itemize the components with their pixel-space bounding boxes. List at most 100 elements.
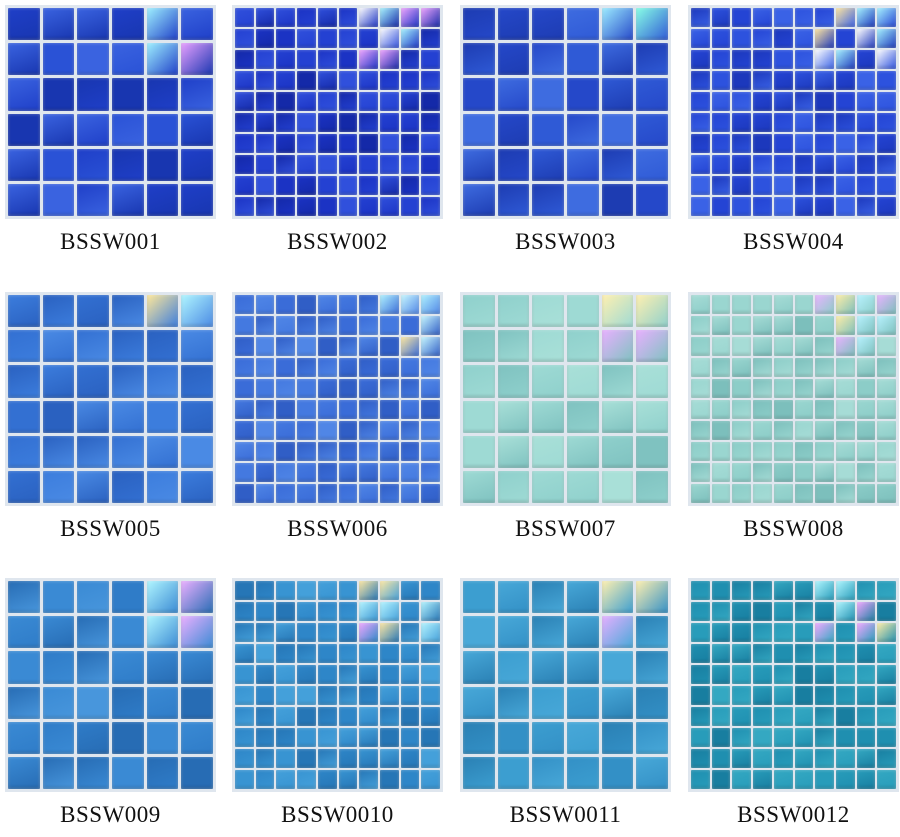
product-card[interactable]: BSSW004 (688, 5, 899, 255)
tile-square (711, 337, 731, 356)
tile-square (379, 728, 399, 747)
product-card[interactable]: BSSW0011 (460, 578, 671, 828)
tile-square (181, 721, 213, 754)
tile-square (691, 686, 710, 705)
tile-square (711, 358, 731, 377)
tile-square (794, 442, 814, 461)
mosaic-tile-image[interactable] (460, 5, 671, 219)
tile-square (400, 770, 420, 789)
mosaic-tile-image[interactable] (5, 578, 216, 792)
tile-square (297, 316, 316, 335)
tile-square (297, 707, 316, 726)
tile-square (636, 113, 668, 146)
tile-square (463, 686, 495, 719)
mosaic-tile-image[interactable] (5, 292, 216, 506)
mosaic-tile-image[interactable] (232, 292, 443, 506)
tile-square (497, 470, 530, 503)
tile-square (773, 623, 793, 642)
tile-square (636, 365, 668, 398)
tile-square (815, 8, 834, 27)
tile-square (773, 602, 793, 621)
tile-square (856, 8, 876, 27)
tile-square (77, 78, 109, 111)
tile-square (255, 155, 275, 174)
tile-square (856, 421, 876, 440)
tile-square (794, 463, 814, 482)
tile-square (691, 749, 710, 768)
tile-square (359, 770, 378, 789)
tile-square (421, 8, 440, 27)
tile-square (877, 29, 896, 48)
tile-square (773, 337, 793, 356)
tile-square (636, 400, 668, 433)
tile-square (77, 686, 109, 719)
tile-square (379, 337, 399, 356)
tile-square (691, 358, 710, 377)
tile-square (359, 686, 378, 705)
tile-square (463, 400, 495, 433)
tile-square (711, 134, 731, 153)
tile-square (711, 686, 731, 705)
tile-square (732, 421, 752, 440)
product-card[interactable]: BSSW007 (460, 292, 671, 542)
tile-square (815, 134, 834, 153)
tile-square (421, 728, 440, 747)
tile-square (235, 665, 254, 684)
tile-square (255, 358, 275, 377)
tile-square (42, 113, 75, 146)
product-card[interactable]: BSSW003 (460, 5, 671, 255)
tile-square (379, 92, 399, 111)
tile-square (636, 8, 668, 41)
tile-square (297, 665, 316, 684)
product-card[interactable]: BSSW001 (5, 5, 216, 255)
tile-square (235, 602, 254, 621)
tile-square (338, 665, 358, 684)
tile-square (691, 8, 710, 27)
tile-square (835, 92, 855, 111)
tile-square (877, 197, 896, 216)
product-card[interactable]: BSSW008 (688, 292, 899, 542)
tile-square (463, 113, 495, 146)
tile-square (379, 749, 399, 768)
product-card[interactable]: BSSW005 (5, 292, 216, 542)
tile-square (421, 113, 440, 132)
product-card[interactable]: BSSW002 (232, 5, 443, 255)
tile-square (856, 71, 876, 90)
tile-square (235, 316, 254, 335)
tile-square (815, 71, 834, 90)
tile-square (636, 686, 668, 719)
tile-square (773, 358, 793, 377)
tile-square (255, 29, 275, 48)
mosaic-tile-image[interactable] (232, 5, 443, 219)
tile-square (566, 295, 599, 328)
product-card[interactable]: BSSW0010 (232, 578, 443, 828)
tile-square (338, 707, 358, 726)
tile-square (297, 155, 316, 174)
tile-square (359, 484, 378, 503)
tile-square (532, 365, 564, 398)
tile-square (815, 155, 834, 174)
tile-square (815, 316, 834, 335)
mosaic-tile-image[interactable] (460, 292, 671, 506)
product-card[interactable]: BSSW0012 (688, 578, 899, 828)
product-card[interactable]: BSSW009 (5, 578, 216, 828)
tile-square (856, 316, 876, 335)
tile-square (297, 337, 316, 356)
tile-square (773, 316, 793, 335)
tile-square (297, 50, 316, 69)
mosaic-tile-image[interactable] (460, 578, 671, 792)
mosaic-tile-image[interactable] (5, 5, 216, 219)
tile-square (235, 686, 254, 705)
mosaic-tile-image[interactable] (688, 292, 899, 506)
tile-square (8, 651, 40, 684)
mosaic-tile-image[interactable] (688, 578, 899, 792)
tile-square (338, 197, 358, 216)
tile-square (297, 400, 316, 419)
tile-square (181, 43, 213, 76)
product-card[interactable]: BSSW006 (232, 292, 443, 542)
tile-square (317, 92, 337, 111)
product-code-label: BSSW001 (60, 229, 161, 254)
mosaic-tile-image[interactable] (688, 5, 899, 219)
tile-square (773, 749, 793, 768)
mosaic-tile-image[interactable] (232, 578, 443, 792)
